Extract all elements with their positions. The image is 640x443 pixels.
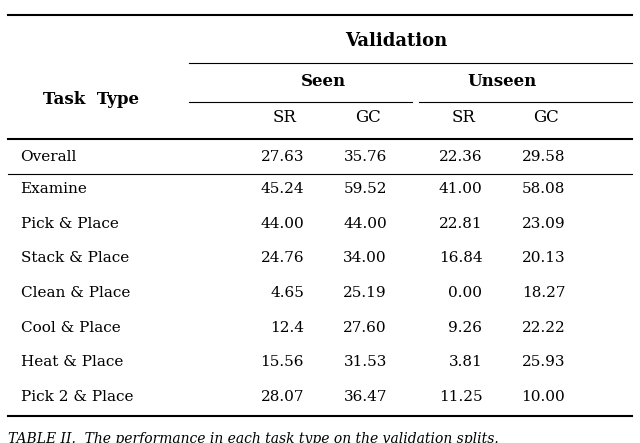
Text: 22.81: 22.81 xyxy=(439,217,483,231)
Text: 29.58: 29.58 xyxy=(522,150,565,164)
Text: Examine: Examine xyxy=(20,182,88,196)
Text: 18.27: 18.27 xyxy=(522,286,565,300)
Text: SR: SR xyxy=(273,109,297,126)
Text: GC: GC xyxy=(355,109,381,126)
Text: Seen: Seen xyxy=(301,73,346,89)
Text: SR: SR xyxy=(451,109,476,126)
Text: GC: GC xyxy=(533,109,559,126)
Text: 27.60: 27.60 xyxy=(343,321,387,335)
Text: 20.13: 20.13 xyxy=(522,251,565,265)
Text: Unseen: Unseen xyxy=(467,73,536,89)
Text: Stack & Place: Stack & Place xyxy=(20,251,129,265)
Text: Heat & Place: Heat & Place xyxy=(20,355,123,369)
Text: 10.00: 10.00 xyxy=(522,390,565,404)
Text: 44.00: 44.00 xyxy=(343,217,387,231)
Text: 22.22: 22.22 xyxy=(522,321,565,335)
Text: Task  Type: Task Type xyxy=(43,91,139,108)
Text: 22.36: 22.36 xyxy=(439,150,483,164)
Text: 16.84: 16.84 xyxy=(439,251,483,265)
Text: Cool & Place: Cool & Place xyxy=(20,321,120,335)
Text: 0.00: 0.00 xyxy=(449,286,483,300)
Text: TABLE II.  The performance in each task type on the validation splits.: TABLE II. The performance in each task t… xyxy=(8,432,499,443)
Text: 58.08: 58.08 xyxy=(522,182,565,196)
Text: Pick & Place: Pick & Place xyxy=(20,217,118,231)
Text: 59.52: 59.52 xyxy=(344,182,387,196)
Text: 25.19: 25.19 xyxy=(343,286,387,300)
Text: 36.47: 36.47 xyxy=(344,390,387,404)
Text: 11.25: 11.25 xyxy=(439,390,483,404)
Text: 4.65: 4.65 xyxy=(270,286,304,300)
Text: 28.07: 28.07 xyxy=(260,390,304,404)
Text: 27.63: 27.63 xyxy=(260,150,304,164)
Text: 45.24: 45.24 xyxy=(260,182,304,196)
Text: 24.76: 24.76 xyxy=(260,251,304,265)
Text: 35.76: 35.76 xyxy=(344,150,387,164)
Text: Pick 2 & Place: Pick 2 & Place xyxy=(20,390,133,404)
Text: 23.09: 23.09 xyxy=(522,217,565,231)
Text: 31.53: 31.53 xyxy=(344,355,387,369)
Text: 3.81: 3.81 xyxy=(449,355,483,369)
Text: 12.4: 12.4 xyxy=(270,321,304,335)
Text: 34.00: 34.00 xyxy=(343,251,387,265)
Text: Clean & Place: Clean & Place xyxy=(20,286,130,300)
Text: Overall: Overall xyxy=(20,150,77,164)
Text: Validation: Validation xyxy=(346,32,447,51)
Text: 41.00: 41.00 xyxy=(439,182,483,196)
Text: 15.56: 15.56 xyxy=(260,355,304,369)
Text: 44.00: 44.00 xyxy=(260,217,304,231)
Text: 9.26: 9.26 xyxy=(449,321,483,335)
Text: 25.93: 25.93 xyxy=(522,355,565,369)
